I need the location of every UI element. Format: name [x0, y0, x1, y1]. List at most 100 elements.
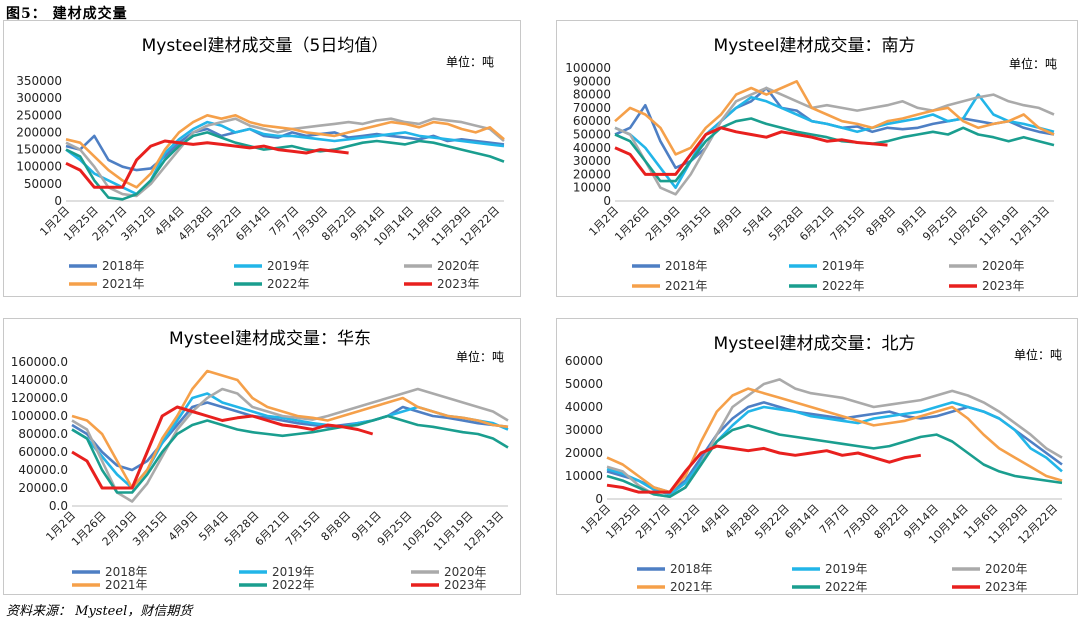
- legend-label: 2023年: [437, 277, 480, 291]
- y-tick-label: 30000: [573, 154, 611, 168]
- y-tick-label: 140000.0: [11, 373, 68, 387]
- y-tick-label: 80000.0: [18, 427, 68, 441]
- series-line-2020: [71, 387, 509, 503]
- series-line-2019: [606, 401, 1063, 496]
- y-tick-label: 70000: [573, 101, 611, 115]
- x-tick-label: 3月15日: [674, 204, 714, 244]
- chart-panel-north: Mysteel建材成交量：北方单位：吨 0 10000 20000 30000 40000…: [556, 318, 1078, 595]
- legend-label: 2022年: [272, 578, 315, 592]
- x-tick-label: 8月8日: [864, 204, 899, 239]
- series-line-2020: [65, 117, 505, 198]
- legend-label: 2022年: [267, 277, 310, 291]
- y-tick-label: 0.0: [49, 499, 68, 513]
- series-line-2023: [71, 405, 374, 490]
- y-tick-label: 20000.0: [18, 481, 68, 495]
- y-tick-label: 0: [595, 492, 603, 506]
- series-line-2022: [614, 117, 1055, 183]
- chart-panel-east: Mysteel建材成交量：华东 单位：吨 0.0 20000.0 40000.0 6000…: [3, 318, 521, 595]
- y-tick-label: 0: [54, 194, 62, 208]
- y-tick-label: 0: [603, 194, 611, 208]
- series-line-2023: [614, 126, 888, 176]
- y-tick-label: 80000: [573, 88, 611, 102]
- legend-label: 2021年: [670, 580, 713, 594]
- y-tick-label: 300000: [16, 91, 62, 105]
- x-tick-label: 4月9日: [166, 509, 201, 544]
- y-tick-label: 50000: [565, 377, 603, 391]
- y-tick-label: 100000: [16, 160, 62, 174]
- legend-label: 2019年: [825, 562, 868, 576]
- y-tick-label: 200000: [16, 125, 62, 139]
- legend-label: 2018年: [105, 565, 148, 579]
- legend-label: 2020年: [444, 565, 487, 579]
- x-tick-label: 4月9日: [710, 204, 745, 239]
- y-tick-label: 10000: [573, 181, 611, 195]
- legend-label: 2018年: [102, 259, 145, 273]
- legend-label: 2023年: [982, 279, 1025, 293]
- legend-label: 2019年: [272, 565, 315, 579]
- y-tick-label: 100000.0: [11, 409, 68, 423]
- x-tick-label: 7月15日: [828, 204, 868, 244]
- legend-label: 2020年: [437, 259, 480, 273]
- series-line-2023: [606, 444, 922, 494]
- y-tick-label: 30000: [565, 423, 603, 437]
- legend-label: 2020年: [982, 259, 1025, 273]
- y-tick-label: 20000: [565, 446, 603, 460]
- x-tick-label: 3月15日: [130, 509, 170, 549]
- y-tick-label: 250000: [16, 108, 62, 122]
- chart-title: Mysteel建材成交量：北方: [714, 334, 916, 354]
- y-tick-label: 120000.0: [11, 391, 68, 405]
- chart-svg: Mysteel建材成交量（5日均值） 单位：吨 0 50000 100000 150000…: [16, 36, 505, 291]
- series-line-2020: [606, 378, 1063, 498]
- legend-label: 2023年: [444, 578, 487, 592]
- legend-label: 2018年: [665, 259, 708, 273]
- legend-label: 2018年: [670, 562, 713, 576]
- y-tick-label: 40000: [565, 400, 603, 414]
- unit-label: 单位：吨: [446, 54, 494, 69]
- series-line-2023: [65, 139, 349, 189]
- series-line-2021: [614, 79, 1055, 156]
- x-tick-label: 8月8日: [319, 509, 354, 544]
- y-tick-label: 350000: [16, 74, 62, 88]
- y-tick-label: 40000: [573, 141, 611, 155]
- y-tick-label: 50000: [573, 128, 611, 142]
- legend-label: 2023年: [985, 580, 1028, 594]
- legend-label: 2021年: [105, 578, 148, 592]
- chart-panel-south: Mysteel建材成交量：南方单位：吨 0 10000 20000 30000 40000…: [556, 20, 1078, 297]
- series-line-2022: [606, 424, 1063, 498]
- series-line-2022: [71, 414, 509, 494]
- y-tick-label: 50000: [24, 177, 62, 191]
- legend-label: 2020年: [985, 562, 1028, 576]
- figure-caption: 图5： 建材成交量: [6, 6, 128, 22]
- legend-label: 2021年: [102, 277, 145, 291]
- legend-label: 2021年: [665, 279, 708, 293]
- y-tick-label: 20000: [573, 167, 611, 181]
- y-tick-label: 100000: [565, 61, 611, 75]
- y-tick-label: 150000: [16, 143, 62, 157]
- y-tick-label: 10000: [565, 469, 603, 483]
- series-line-2021: [65, 114, 505, 189]
- series-line-2021: [606, 387, 1063, 494]
- legend-label: 2022年: [825, 580, 868, 594]
- series-line-2019: [65, 120, 505, 196]
- series-line-2018: [614, 86, 1055, 170]
- chart-title: Mysteel建材成交量（5日均值）: [142, 36, 389, 56]
- chart-panel-total: Mysteel建材成交量（5日均值） 单位：吨 0 50000 100000 150000…: [3, 20, 521, 297]
- series-line-2022: [65, 131, 505, 201]
- y-tick-label: 60000.0: [18, 445, 68, 459]
- legend-label: 2022年: [822, 279, 865, 293]
- unit-label: 单位：吨: [1009, 56, 1057, 71]
- y-tick-label: 60000: [573, 114, 611, 128]
- x-tick-label: 7月15日: [283, 509, 323, 549]
- y-tick-label: 40000.0: [18, 463, 68, 477]
- legend-label: 2019年: [822, 259, 865, 273]
- chart-title: Mysteel建材成交量：华东: [169, 329, 371, 349]
- legend-label: 2019年: [267, 259, 310, 273]
- chart-title: Mysteel建材成交量：南方: [714, 36, 916, 56]
- source-note: 资料来源： Mysteel，财信期货: [6, 604, 193, 619]
- unit-label: 单位：吨: [1014, 347, 1062, 362]
- series-line-2018: [71, 401, 509, 472]
- y-tick-label: 160000.0: [11, 355, 68, 369]
- series-line-2020: [614, 86, 1055, 196]
- y-tick-label: 90000: [573, 74, 611, 88]
